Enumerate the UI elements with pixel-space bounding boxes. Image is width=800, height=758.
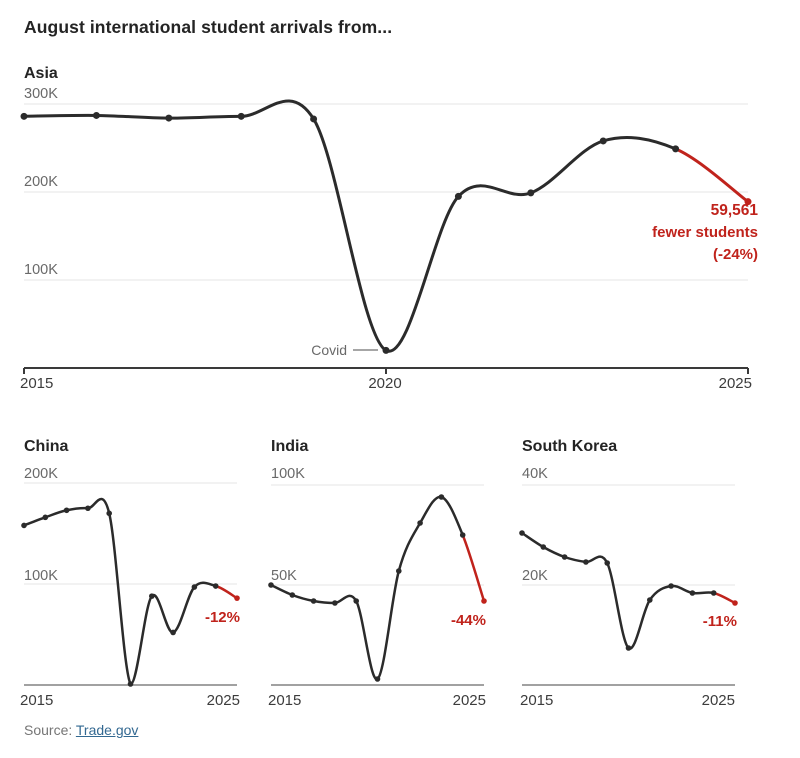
china-point-2024	[212, 583, 219, 589]
asia-ytick-200k: 200K	[24, 174, 58, 190]
india-point-2025	[481, 598, 487, 604]
covid-annotation: Covid	[311, 342, 378, 358]
korea-point-2017	[561, 554, 568, 560]
china-chart-title: China	[24, 438, 69, 455]
korea-line-series	[520, 531, 715, 650]
india-change-pct: -44%	[450, 612, 486, 629]
korea-chart-title: South Korea	[522, 438, 618, 455]
india-line-decline-red	[461, 533, 486, 603]
china-ytick-200k: 200K	[24, 466, 58, 482]
covid-leader-line	[353, 349, 378, 351]
asia-point-2024	[672, 145, 680, 153]
chart-china	[21, 482, 240, 687]
source-line: Source: Trade.gov	[24, 722, 138, 738]
korea-point-2018	[583, 559, 589, 565]
korea-point-2016	[540, 544, 547, 550]
china-point-2022	[170, 629, 176, 636]
asia-ytick-300k: 300K	[24, 86, 58, 102]
korea-ytick-40k: 40K	[522, 466, 548, 482]
callout-value: 59,561	[710, 202, 758, 219]
korea-line-decline-red	[712, 591, 737, 605]
china-line-decline-red	[214, 584, 239, 600]
india-point-2021	[396, 568, 402, 574]
china-ytick-100k: 100K	[24, 568, 58, 584]
india-ytick-50k: 50K	[271, 568, 297, 584]
korea-xtick-2025: 2025	[701, 692, 735, 709]
china-point-2018	[85, 505, 91, 512]
callout-desc: fewer students	[652, 224, 758, 241]
asia-ytick-100k: 100K	[24, 262, 58, 278]
china-point-2017	[63, 507, 70, 514]
india-xtick-2025: 2025	[452, 692, 486, 709]
india-chart-title: India	[271, 438, 309, 455]
page-title: August international student arrivals fr…	[24, 17, 393, 37]
korea-point-2022	[668, 583, 674, 589]
callout-pct: (-24%)	[712, 246, 758, 263]
asia-line-decline-red	[674, 147, 750, 204]
asia-point-2015	[20, 112, 28, 120]
korea-point-2015	[519, 530, 525, 536]
covid-label: Covid	[311, 342, 347, 358]
india-ytick-100k: 100K	[271, 466, 305, 482]
india-point-2022	[417, 520, 423, 526]
india-point-2024	[459, 532, 466, 538]
asia-line-series	[22, 99, 678, 353]
asia-xtick-2025: 2025	[718, 375, 752, 392]
asia-point-2022	[527, 189, 535, 197]
korea-point-2019	[604, 560, 610, 566]
china-xtick-2025: 2025	[206, 692, 240, 709]
asia-point-2018	[237, 112, 245, 120]
korea-point-2021	[647, 597, 653, 603]
china-point-2021	[149, 593, 155, 599]
china-point-2023	[191, 584, 198, 590]
asia-decline-callout: 59,561 fewer students (-24%)	[652, 200, 758, 266]
india-line-series	[269, 495, 464, 681]
india-point-2015	[268, 582, 274, 588]
china-change-pct: -12%	[204, 609, 240, 626]
china-point-2016	[42, 514, 49, 521]
asia-xtick-2020: 2020	[368, 375, 402, 392]
chart-india	[268, 484, 487, 686]
china-point-2015	[21, 522, 27, 529]
china-xtick-2015: 2015	[20, 692, 54, 709]
asia-point-2020	[382, 346, 390, 354]
china-point-2019	[106, 510, 112, 517]
asia-point-2017	[165, 114, 173, 122]
china-line-series	[22, 497, 217, 686]
korea-point-2024	[710, 590, 717, 596]
china-point-2025	[234, 595, 240, 601]
asia-point-2016	[92, 111, 100, 119]
india-point-2023	[438, 494, 445, 500]
india-xtick-2015: 2015	[268, 692, 302, 709]
china-point-2020	[127, 681, 134, 687]
india-point-2018	[332, 600, 338, 606]
india-point-2019	[353, 598, 360, 604]
india-point-2016	[289, 592, 296, 598]
asia-point-2025	[744, 198, 752, 206]
asia-point-2023	[599, 137, 607, 145]
korea-point-2023	[689, 590, 696, 596]
asia-chart-title: Asia	[24, 65, 58, 82]
source-link[interactable]: Trade.gov	[75, 722, 139, 738]
chart-asia	[20, 99, 752, 374]
chart-korea	[519, 484, 738, 686]
asia-xtick-2015: 2015	[20, 375, 54, 392]
asia-point-2019	[310, 115, 318, 123]
source-label: Source:	[24, 722, 73, 738]
india-point-2020	[374, 676, 381, 682]
asia-point-2021	[454, 192, 462, 200]
korea-point-2020	[625, 645, 632, 651]
india-point-2017	[310, 598, 317, 604]
korea-change-pct: -11%	[702, 613, 737, 630]
korea-ytick-20k: 20K	[522, 568, 548, 584]
korea-point-2025	[732, 600, 738, 606]
korea-xtick-2015: 2015	[520, 692, 554, 709]
